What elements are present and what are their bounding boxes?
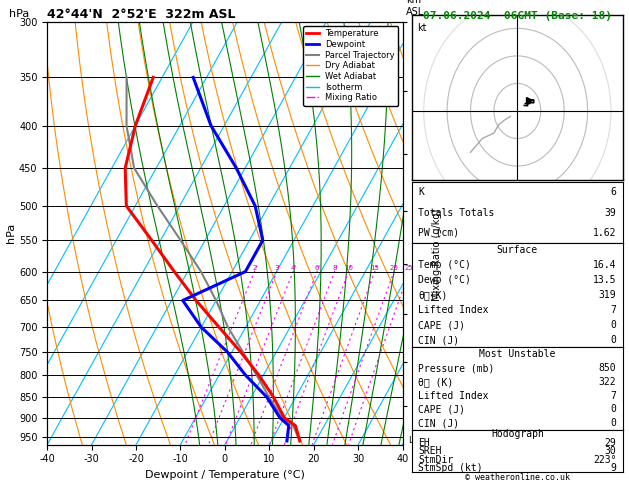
Text: 3: 3 bbox=[274, 265, 279, 271]
Text: 850: 850 bbox=[599, 363, 616, 373]
Text: θᴄ (K): θᴄ (K) bbox=[418, 377, 454, 387]
Text: 1.62: 1.62 bbox=[593, 228, 616, 238]
Text: θᴄ(K): θᴄ(K) bbox=[418, 290, 448, 300]
Text: 15: 15 bbox=[370, 265, 379, 271]
Text: 39: 39 bbox=[604, 208, 616, 218]
Text: 4: 4 bbox=[291, 265, 296, 271]
Text: 25: 25 bbox=[405, 265, 414, 271]
Text: StmDir: StmDir bbox=[418, 455, 454, 465]
Text: CAPE (J): CAPE (J) bbox=[418, 320, 465, 330]
Text: CAPE (J): CAPE (J) bbox=[418, 404, 465, 415]
Text: Dewp (°C): Dewp (°C) bbox=[418, 275, 471, 285]
Text: 319: 319 bbox=[599, 290, 616, 300]
Text: EH: EH bbox=[418, 438, 430, 448]
X-axis label: Dewpoint / Temperature (°C): Dewpoint / Temperature (°C) bbox=[145, 470, 305, 480]
Text: 7: 7 bbox=[611, 391, 616, 400]
Text: Mixing Ratio (g/kg): Mixing Ratio (g/kg) bbox=[432, 208, 442, 300]
Text: 16.4: 16.4 bbox=[593, 260, 616, 270]
Text: hPa: hPa bbox=[9, 9, 30, 19]
Text: Pressure (mb): Pressure (mb) bbox=[418, 363, 494, 373]
Text: Lifted Index: Lifted Index bbox=[418, 305, 489, 315]
Text: Surface: Surface bbox=[497, 245, 538, 256]
Text: CIN (J): CIN (J) bbox=[418, 335, 459, 345]
Text: 7: 7 bbox=[611, 305, 616, 315]
Text: 9: 9 bbox=[611, 463, 616, 473]
Text: Temp (°C): Temp (°C) bbox=[418, 260, 471, 270]
Text: 10: 10 bbox=[344, 265, 353, 271]
Text: 8: 8 bbox=[332, 265, 337, 271]
Text: 223°: 223° bbox=[593, 455, 616, 465]
Text: 0: 0 bbox=[611, 335, 616, 345]
Text: SREH: SREH bbox=[418, 446, 442, 456]
Text: PW (cm): PW (cm) bbox=[418, 228, 459, 238]
Text: Hodograph: Hodograph bbox=[491, 429, 544, 439]
Y-axis label: hPa: hPa bbox=[6, 223, 16, 243]
Text: CIN (J): CIN (J) bbox=[418, 418, 459, 428]
Text: K: K bbox=[418, 188, 424, 197]
Text: LCL: LCL bbox=[408, 436, 423, 445]
Text: Lifted Index: Lifted Index bbox=[418, 391, 489, 400]
Text: 30: 30 bbox=[604, 446, 616, 456]
Text: 2: 2 bbox=[252, 265, 257, 271]
Text: 29: 29 bbox=[604, 438, 616, 448]
Text: Most Unstable: Most Unstable bbox=[479, 349, 555, 359]
Legend: Temperature, Dewpoint, Parcel Trajectory, Dry Adiabat, Wet Adiabat, Isotherm, Mi: Temperature, Dewpoint, Parcel Trajectory… bbox=[303, 26, 398, 105]
Text: 0: 0 bbox=[611, 404, 616, 415]
Text: 07.06.2024  06GMT (Base: 18): 07.06.2024 06GMT (Base: 18) bbox=[423, 11, 612, 21]
Text: 0: 0 bbox=[611, 320, 616, 330]
Text: km
ASL: km ASL bbox=[406, 0, 424, 17]
Text: 6: 6 bbox=[611, 188, 616, 197]
Text: 13.5: 13.5 bbox=[593, 275, 616, 285]
Text: 6: 6 bbox=[315, 265, 320, 271]
Text: Totals Totals: Totals Totals bbox=[418, 208, 494, 218]
Text: 42°44'N  2°52'E  322m ASL: 42°44'N 2°52'E 322m ASL bbox=[47, 8, 236, 21]
Text: 0: 0 bbox=[611, 418, 616, 428]
Text: 322: 322 bbox=[599, 377, 616, 387]
Text: kt: kt bbox=[416, 23, 426, 33]
Text: © weatheronline.co.uk: © weatheronline.co.uk bbox=[465, 473, 570, 482]
Text: 20: 20 bbox=[389, 265, 398, 271]
Text: StmSpd (kt): StmSpd (kt) bbox=[418, 463, 483, 473]
